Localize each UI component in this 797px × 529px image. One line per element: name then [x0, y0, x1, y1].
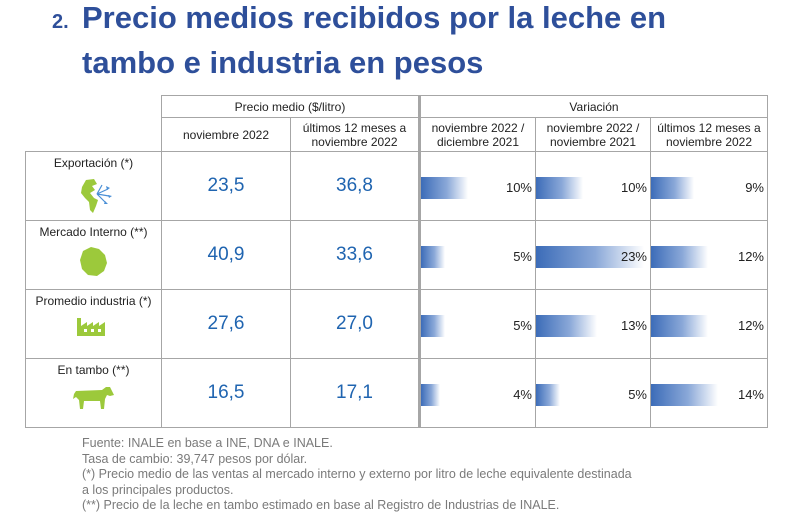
table-row: Exportación (*) 23,5 36,8 10% 10% 9% — [25, 151, 768, 221]
row-label-cell: Exportación (*) — [25, 151, 162, 221]
variation-bar — [651, 384, 718, 406]
value-noviembre-2022: 23,5 — [161, 151, 291, 221]
row-label-cell: En tambo (**) — [25, 358, 162, 428]
variation-cell: 5% — [418, 220, 536, 290]
variation-cell: 5% — [418, 289, 536, 359]
value-ultimos-12-meses: 36,8 — [290, 151, 420, 221]
variation-bar — [536, 177, 583, 199]
header-precio-medio: Precio medio ($/litro) — [161, 95, 420, 118]
variation-label: 5% — [628, 387, 647, 402]
variation-cell: 4% — [418, 358, 536, 428]
col-header-ultimos-12-meses: últimos 12 meses a noviembre 2022 — [290, 117, 420, 152]
milk-price-table: Precio medio ($/litro) Variación noviemb… — [25, 95, 768, 428]
value-ultimos-12-meses: 27,0 — [290, 289, 420, 359]
footnote-exchange-rate: Tasa de cambio: 39,747 pesos por dólar. — [82, 451, 308, 466]
variation-label: 5% — [513, 249, 532, 264]
col-header-noviembre-2022: noviembre 2022 — [161, 117, 291, 152]
footnote-double-asterisk: (**) Precio de la leche en tambo estimad… — [82, 498, 560, 512]
value-noviembre-2022: 16,5 — [161, 358, 291, 428]
globe-americas-icon — [80, 179, 112, 213]
value-noviembre-2022: 40,9 — [161, 220, 291, 290]
variation-cell: 10% — [535, 151, 651, 221]
value-noviembre-2022: 27,6 — [161, 289, 291, 359]
variation-label: 14% — [737, 387, 764, 402]
title-line-1: Precio medios recibidos por la leche en — [82, 0, 667, 35]
variation-cell: 10% — [418, 151, 536, 221]
row-label: Exportación (*) — [53, 156, 134, 170]
variation-label: 10% — [505, 180, 532, 195]
variation-label: 12% — [737, 249, 764, 264]
col-header-var-12-meses: últimos 12 meses a noviembre 2022 — [650, 117, 768, 152]
corner-cell — [26, 96, 162, 118]
table-row: Promedio industria (*) 27,6 27,0 5% 13% … — [25, 289, 768, 359]
variation-cell: 12% — [650, 289, 768, 359]
value-ultimos-12-meses: 33,6 — [290, 220, 420, 290]
variation-bar — [651, 177, 694, 199]
variation-bar — [421, 177, 468, 199]
variation-bar — [536, 246, 644, 268]
variation-label: 10% — [620, 180, 647, 195]
variation-label: 12% — [737, 318, 764, 333]
corner-cell-2 — [25, 117, 162, 152]
section-number: 2. — [52, 11, 69, 33]
footnote-asterisk: (*) Precio medio de las ventas al mercad… — [82, 467, 632, 481]
variation-label: 5% — [513, 318, 532, 333]
variation-bar — [536, 384, 560, 406]
title-line-2: tambo e industria en pesos — [82, 45, 484, 80]
footnote-asterisk-cont: a los principales productos. — [82, 482, 234, 497]
variation-label: 23% — [620, 249, 647, 264]
variation-cell: 5% — [535, 358, 651, 428]
col-header-var-dic-2021: noviembre 2022 / diciembre 2021 — [418, 117, 536, 152]
variation-bar — [421, 315, 445, 337]
variation-cell: 23% — [535, 220, 651, 290]
variation-label: 9% — [745, 180, 764, 195]
variation-label: 13% — [620, 318, 647, 333]
footnotes: Fuente: INALE en base a INE, DNA e INALE… — [82, 436, 632, 514]
row-label: Promedio industria (*) — [35, 294, 152, 308]
variation-cell: 9% — [650, 151, 768, 221]
table-row: En tambo (**) 16,5 17,1 4% 5% 14% — [25, 358, 768, 428]
table-row: Mercado Interno (**) 40,9 33,6 5% 23% 12… — [25, 220, 768, 290]
variation-bar — [536, 315, 597, 337]
header-variacion: Variación — [418, 95, 768, 118]
variation-bar — [651, 246, 708, 268]
uruguay-map-icon — [79, 247, 107, 276]
variation-cell: 14% — [650, 358, 768, 428]
row-label-cell: Mercado Interno (**) — [25, 220, 162, 290]
variation-bar — [651, 315, 708, 337]
row-label: Mercado Interno (**) — [39, 225, 148, 239]
footnote-source: Fuente: INALE en base a INE, DNA e INALE… — [82, 436, 333, 450]
value-ultimos-12-meses: 17,1 — [290, 358, 420, 428]
variation-bar — [421, 246, 445, 268]
variation-label: 4% — [513, 387, 532, 402]
variation-cell: 12% — [650, 220, 768, 290]
row-label-cell: Promedio industria (*) — [25, 289, 162, 359]
factory-icon — [76, 318, 105, 336]
cow-icon — [72, 387, 114, 409]
variation-bar — [421, 384, 440, 406]
variation-cell: 13% — [535, 289, 651, 359]
row-label: En tambo (**) — [57, 363, 130, 377]
col-header-var-nov-2021: noviembre 2022 / noviembre 2021 — [535, 117, 651, 152]
